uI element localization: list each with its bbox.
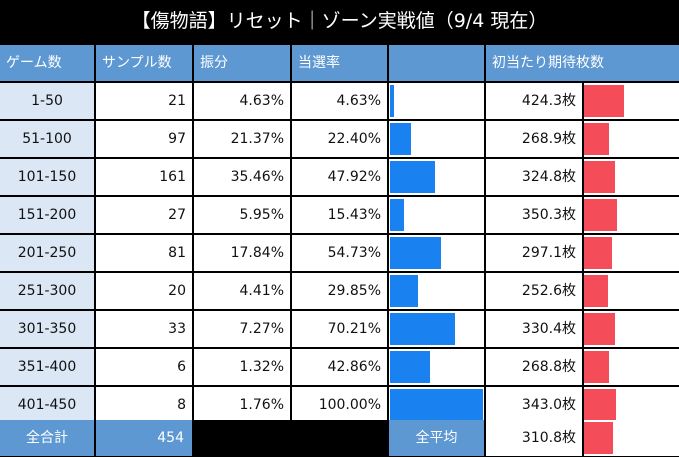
hit-rate-value: 47.92% xyxy=(292,159,387,195)
expected-coins-value: 297.1枚 xyxy=(486,235,582,271)
samples-value: 81 xyxy=(96,235,192,271)
expected-coins-value: 324.8枚 xyxy=(486,159,582,195)
zone-label: 151-200 xyxy=(0,197,94,233)
average-bar-cell xyxy=(584,420,679,456)
expected-coins-bar xyxy=(584,199,618,231)
share-value: 1.32% xyxy=(194,349,290,385)
hit-rate-value: 54.73% xyxy=(292,235,387,271)
hit-rate-bar xyxy=(390,199,405,231)
expected-coins-value: 268.8枚 xyxy=(486,349,582,385)
share-value: 1.76% xyxy=(194,387,290,423)
rate-bar-cell xyxy=(389,349,484,385)
expected-coins-value: 424.3枚 xyxy=(486,83,582,119)
expected-coins-value: 350.3枚 xyxy=(486,197,582,233)
expected-coins-value: 268.9枚 xyxy=(486,121,582,157)
hit-rate-value: 4.63% xyxy=(292,83,387,119)
hit-rate-value: 15.43% xyxy=(292,197,387,233)
hit-rate-value: 70.21% xyxy=(292,311,387,347)
coins-bar-cell xyxy=(584,311,679,347)
share-value: 4.41% xyxy=(194,273,290,309)
rate-bar-cell xyxy=(389,197,484,233)
hit-rate-bar xyxy=(390,237,441,269)
share-value: 17.84% xyxy=(194,235,290,271)
footer-spacer xyxy=(194,420,387,456)
coins-bar-cell xyxy=(584,83,679,119)
expected-coins-bar xyxy=(584,313,616,345)
rate-bar-cell xyxy=(389,159,484,195)
share-value: 5.95% xyxy=(194,197,290,233)
coins-bar-cell xyxy=(584,159,679,195)
hit-rate-bar xyxy=(390,351,430,383)
header-share: 振分 xyxy=(194,45,290,81)
rate-bar-cell xyxy=(389,235,484,271)
expected-coins-bar xyxy=(584,351,610,383)
hit-rate-bar xyxy=(390,161,435,193)
hit-rate-value: 22.40% xyxy=(292,121,387,157)
header-samples: サンプル数 xyxy=(96,45,192,81)
expected-coins-bar xyxy=(584,237,612,269)
average-coins-bar xyxy=(584,422,614,454)
total-label: 全合計 xyxy=(0,420,94,456)
expected-coins-bar xyxy=(584,389,617,421)
average-label: 全平均 xyxy=(389,420,484,456)
rate-bar-cell xyxy=(389,311,484,347)
samples-value: 161 xyxy=(96,159,192,195)
expected-coins-bar xyxy=(584,85,624,117)
expected-coins-value: 252.6枚 xyxy=(486,273,582,309)
rate-bar-cell xyxy=(389,121,484,157)
coins-bar-cell xyxy=(584,121,679,157)
zone-label: 401-450 xyxy=(0,387,94,423)
rate-bar-cell xyxy=(389,387,484,423)
total-value: 454 xyxy=(96,420,192,456)
zone-label: 1-50 xyxy=(0,83,94,119)
samples-value: 20 xyxy=(96,273,192,309)
expected-coins-value: 330.4枚 xyxy=(486,311,582,347)
hit-rate-bar xyxy=(390,313,456,345)
samples-value: 97 xyxy=(96,121,192,157)
share-value: 35.46% xyxy=(194,159,290,195)
hit-rate-value: 29.85% xyxy=(292,273,387,309)
hit-rate-bar xyxy=(390,85,395,117)
samples-value: 21 xyxy=(96,83,192,119)
rate-bar-cell xyxy=(389,83,484,119)
share-value: 4.63% xyxy=(194,83,290,119)
header-game: ゲーム数 xyxy=(0,45,94,81)
page-title: 【傷物語】リセット｜ゾーン実戦値（9/4 現在） xyxy=(131,10,548,32)
average-value: 310.8枚 xyxy=(486,420,582,456)
header-rate-bar xyxy=(389,45,484,81)
zone-label: 301-350 xyxy=(0,311,94,347)
share-value: 21.37% xyxy=(194,121,290,157)
zone-label: 51-100 xyxy=(0,121,94,157)
coins-bar-cell xyxy=(584,273,679,309)
expected-coins-bar xyxy=(584,123,610,155)
hit-rate-bar xyxy=(390,275,418,307)
zone-label: 251-300 xyxy=(0,273,94,309)
header-hit-rate: 当選率 xyxy=(292,45,387,81)
header-expected: 初当たり期待枚数 xyxy=(486,45,679,81)
hit-rate-value: 42.86% xyxy=(292,349,387,385)
expected-coins-value: 343.0枚 xyxy=(486,387,582,423)
zone-label: 201-250 xyxy=(0,235,94,271)
coins-bar-cell xyxy=(584,387,679,423)
samples-value: 27 xyxy=(96,197,192,233)
coins-bar-cell xyxy=(584,349,679,385)
expected-coins-bar xyxy=(584,161,615,193)
samples-value: 8 xyxy=(96,387,192,423)
zone-label: 101-150 xyxy=(0,159,94,195)
hit-rate-bar xyxy=(390,123,411,155)
expected-coins-bar xyxy=(584,275,608,307)
samples-value: 6 xyxy=(96,349,192,385)
zone-label: 351-400 xyxy=(0,349,94,385)
hit-rate-bar xyxy=(390,389,483,421)
coins-bar-cell xyxy=(584,235,679,271)
rate-bar-cell xyxy=(389,273,484,309)
samples-value: 33 xyxy=(96,311,192,347)
hit-rate-value: 100.00% xyxy=(292,387,387,423)
share-value: 7.27% xyxy=(194,311,290,347)
coins-bar-cell xyxy=(584,197,679,233)
